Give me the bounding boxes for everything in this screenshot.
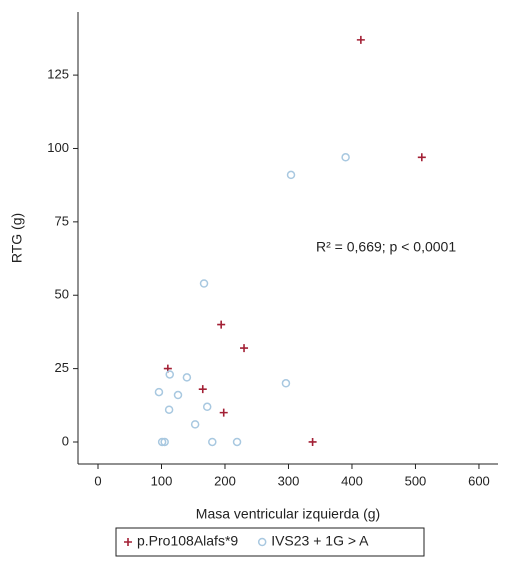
point [308, 437, 317, 446]
legend-label: IVS23 + 1G > A [271, 533, 369, 549]
legend-marker [124, 538, 132, 546]
y-tick-label: 100 [47, 140, 69, 155]
x-tick-label: 600 [468, 473, 490, 488]
x-tick-label: 300 [278, 473, 300, 488]
point [165, 370, 174, 379]
point [164, 405, 174, 414]
legend-marker [257, 537, 267, 547]
point [208, 437, 217, 447]
y-tick-label: 50 [55, 287, 69, 302]
point [240, 344, 249, 353]
point [198, 385, 207, 394]
point [154, 387, 164, 397]
y-tick-label: 0 [62, 433, 69, 448]
point [219, 408, 228, 417]
x-tick-label: 400 [341, 473, 363, 488]
legend-box [115, 527, 425, 557]
x-tick-label: 500 [405, 473, 427, 488]
point [157, 437, 167, 447]
point [160, 437, 169, 447]
x-tick-label: 0 [94, 473, 101, 488]
point [356, 35, 365, 44]
point [232, 437, 242, 447]
annotation: R² = 0,669; p < 0,0001 [316, 239, 456, 255]
point [217, 320, 226, 329]
x-axis-label: Masa ventricular izquierda (g) [196, 506, 380, 522]
y-tick-label: 25 [55, 360, 69, 375]
point [173, 390, 183, 400]
point [286, 170, 296, 180]
point [281, 379, 291, 388]
x-tick-label: 200 [214, 473, 236, 488]
point [199, 279, 209, 288]
y-tick-label: 75 [55, 213, 69, 228]
point [190, 420, 200, 429]
point [341, 153, 350, 162]
legend-label: p.Pro108Alafs*9 [137, 533, 238, 549]
x-tick-label: 100 [151, 473, 173, 488]
y-axis-label: RTG (g) [9, 213, 25, 263]
point [182, 373, 192, 382]
point [417, 153, 426, 162]
y-tick-label: 125 [47, 67, 69, 82]
point [202, 402, 212, 412]
